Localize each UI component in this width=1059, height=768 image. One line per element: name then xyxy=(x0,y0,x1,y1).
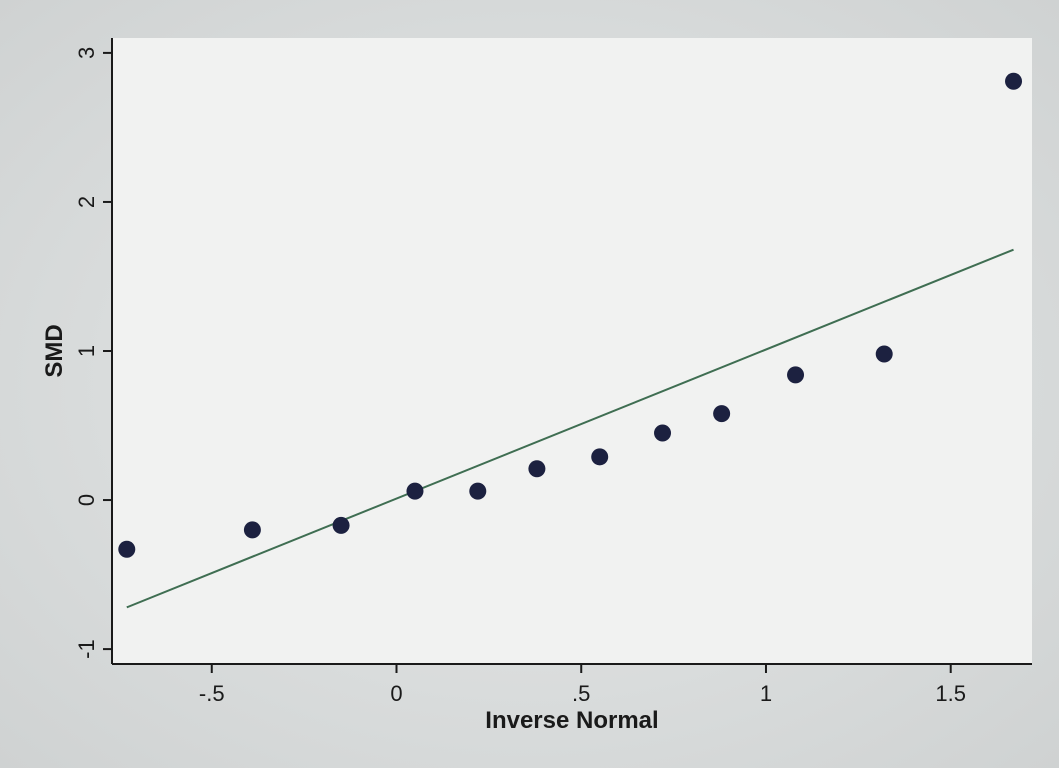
x-axis-title: Inverse Normal xyxy=(485,707,658,734)
y-tick-label: 3 xyxy=(74,47,99,59)
data-point xyxy=(591,448,609,466)
y-tick-label: 0 xyxy=(74,494,99,506)
data-point xyxy=(528,460,546,478)
y-tick-label: 1 xyxy=(74,345,99,357)
lines-layer xyxy=(126,248,1014,609)
data-point xyxy=(243,521,261,539)
data-point xyxy=(406,482,424,500)
data-point xyxy=(875,345,893,363)
plot-area xyxy=(112,38,1032,664)
x-tick-label: 1.5 xyxy=(935,681,966,706)
y-tick-label: -1 xyxy=(74,639,99,659)
y-axis-title: SMD xyxy=(41,324,68,377)
x-tick-label: 0 xyxy=(390,681,402,706)
reference-line xyxy=(126,248,1014,609)
data-point xyxy=(787,366,805,384)
data-point xyxy=(713,405,731,423)
data-point xyxy=(332,516,350,534)
x-tick-label: .5 xyxy=(572,681,590,706)
ticks-layer: -.5 0 .5 1 1.5 -1 0 1 2 3 xyxy=(74,47,966,706)
data-point xyxy=(118,540,136,558)
data-point xyxy=(654,424,672,442)
y-tick-label: 2 xyxy=(74,196,99,208)
x-tick-label: -.5 xyxy=(199,681,225,706)
data-point xyxy=(1005,72,1023,90)
data-point xyxy=(469,482,487,500)
x-tick-label: 1 xyxy=(760,681,772,706)
points-layer xyxy=(118,72,1023,558)
